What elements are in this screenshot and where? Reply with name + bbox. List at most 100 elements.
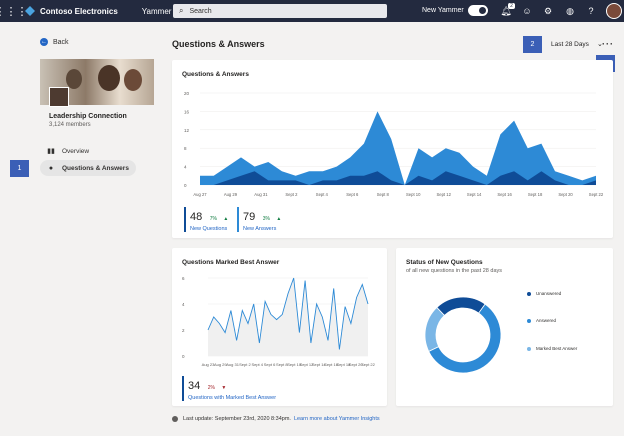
legend-label: Marked Best Answer — [536, 346, 578, 351]
legend-dot — [527, 291, 531, 296]
donut-slice-unanswered — [436, 296, 486, 316]
waffle-icon[interactable]: ⋮⋮⋮ — [0, 5, 28, 18]
group-members: 3,124 members — [49, 122, 91, 128]
x-tick-label: Sept 8 — [377, 192, 390, 197]
qa-card-title: Questions & Answers — [182, 71, 249, 78]
back-link[interactable]: ← Back — [40, 38, 69, 46]
group-name[interactable]: Leadership Connection — [49, 113, 127, 120]
footer-text: Last update: September 23rd, 2020 8:34pm… — [183, 416, 291, 422]
chart-icon: ▮▮ — [47, 148, 55, 155]
callout-2: 2 — [523, 36, 542, 53]
new-yammer-toggle[interactable] — [468, 5, 488, 16]
answers-area — [200, 111, 596, 185]
x-tick-label: Sept 4 — [316, 192, 329, 197]
up-arrow-icon: ▲ — [223, 216, 229, 222]
legend-label: Answered — [536, 318, 557, 323]
new-yammer-label: New Yammer — [422, 7, 464, 14]
question-icon: ● — [48, 164, 54, 172]
stat-value: 34 — [188, 380, 201, 392]
globe-icon[interactable]: ◍ — [566, 5, 574, 16]
line-fill — [208, 278, 368, 356]
best-answer-line — [207, 277, 369, 350]
nav-overview[interactable]: ▮▮ Overview — [40, 143, 136, 159]
page-title: Questions & Answers — [172, 39, 265, 49]
search-icon: ⌕ — [179, 6, 184, 15]
x-tick-label: Sept 2 — [285, 192, 298, 197]
x-tick-label: Sept 10 — [287, 362, 302, 367]
x-tick-label: Sept 16 — [497, 192, 512, 197]
stat-new-answers: 79 3% ▲ New Answers — [237, 207, 281, 232]
contoso-logo — [25, 6, 35, 16]
callout-1: 1 — [10, 160, 29, 177]
x-tick-label: Sept 14 — [467, 192, 482, 197]
y-tick-label: 6 — [182, 276, 185, 281]
notification-badge: 2 — [508, 3, 515, 9]
date-range-label: Last 28 Days — [551, 40, 589, 48]
qa-card: Questions & Answers 20 16 12 8 4 0 Aug 27 Aug 2… — [172, 60, 613, 238]
best-answer-card: Questions Marked Best Answer 6 4 2 0 Aug 23 A… — [172, 248, 387, 406]
qa-chart: 20 16 12 8 4 0 Aug 27 Aug 29 Aug 31 Sept 2 Sept 4 S… — [184, 91, 604, 197]
x-tick-label: Aug 29 — [214, 362, 227, 367]
stat-best-answer: 34 2% ▼ Questions with Marked Best Answe… — [182, 376, 276, 401]
x-tick-label: Aug 27 — [193, 192, 207, 197]
status-card-subtitle: of all new questions in the past 28 days — [406, 268, 503, 274]
legend-unanswered: Unanswered — [527, 291, 561, 296]
best-answer-chart: 6 4 2 0 Aug 23 Aug 29 Aug 31 Sept 2 Sept 4 Sept 6… — [182, 276, 376, 367]
questions-area — [200, 171, 596, 185]
donut-slice-marked-best-answer — [424, 306, 445, 352]
up-arrow-icon: ▲ — [276, 216, 282, 222]
org-name[interactable]: Contoso Electronics — [40, 6, 118, 16]
nav-questions-answers[interactable]: ● Questions & Answers — [40, 160, 136, 176]
x-tick-label: Sept 22 — [589, 192, 604, 197]
x-tick-label: Sept 12 — [300, 362, 315, 367]
help-icon[interactable]: ? — [588, 6, 594, 16]
group-cover-image — [40, 59, 154, 105]
group-avatar — [49, 87, 69, 107]
x-tick-label: Aug 23 — [202, 362, 215, 367]
more-options-button[interactable]: ··· — [602, 39, 614, 49]
legend-label: Unanswered — [536, 291, 562, 296]
stat-value: 48 — [190, 211, 203, 223]
y-tick-label: 20 — [184, 91, 190, 96]
y-tick-label: 0 — [182, 354, 185, 359]
x-tick-label: Sept 8 — [276, 362, 288, 367]
y-tick-label: 2 — [182, 328, 185, 333]
search-input[interactable]: ⌕ Search — [173, 4, 387, 18]
stat-pct: 3% — [262, 216, 270, 222]
bell-icon[interactable]: 🔔︎ — [500, 5, 512, 16]
x-tick-label: Aug 31 — [254, 192, 268, 197]
x-tick-label: Aug 31 — [226, 362, 239, 367]
stat-value: 79 — [243, 211, 256, 223]
x-tick-label: Sept 18 — [528, 192, 543, 197]
down-arrow-icon: ▼ — [221, 385, 227, 391]
x-tick-label: Sept 22 — [361, 362, 376, 367]
x-tick-label: Aug 29 — [224, 192, 238, 197]
legend-answered: Answered — [527, 318, 556, 323]
stat-pct: 7% — [209, 216, 217, 222]
nav-overview-label: Overview — [62, 147, 90, 155]
stat-label: Questions with Marked Best Answer — [188, 395, 277, 401]
app-name[interactable]: Yammer — [141, 6, 172, 16]
search-placeholder: Search — [189, 7, 212, 15]
x-tick-label: Sept 18 — [336, 362, 351, 367]
stat-label: New Answers — [243, 226, 277, 232]
y-tick-label: 0 — [184, 183, 187, 188]
x-tick-label: Sept 4 — [251, 362, 263, 367]
back-arrow-icon: ← — [40, 38, 48, 46]
user-avatar[interactable] — [606, 3, 622, 19]
smiley-icon[interactable]: ☺ — [522, 6, 532, 16]
status-card: Status of New Questions of all new quest… — [396, 248, 613, 406]
legend-dot — [527, 346, 531, 351]
x-tick-label: Sept 6 — [346, 192, 359, 197]
y-tick-label: 4 — [182, 302, 185, 307]
stat-label: New Questions — [190, 226, 228, 232]
best-answer-card-title: Questions Marked Best Answer — [182, 259, 280, 266]
x-tick-label: Sept 14 — [312, 362, 327, 367]
footer: Last update: September 23rd, 2020 8:34pm… — [172, 416, 380, 422]
learn-more-link[interactable]: Learn more about Yammer Insights — [293, 416, 380, 422]
gear-icon[interactable]: ⚙ — [543, 5, 553, 16]
x-tick-label: Sept 2 — [239, 362, 251, 367]
legend-dot — [527, 318, 531, 323]
y-tick-label: 12 — [184, 128, 190, 133]
date-range-dropdown[interactable]: Last 28 Days ⌄ — [551, 40, 603, 49]
